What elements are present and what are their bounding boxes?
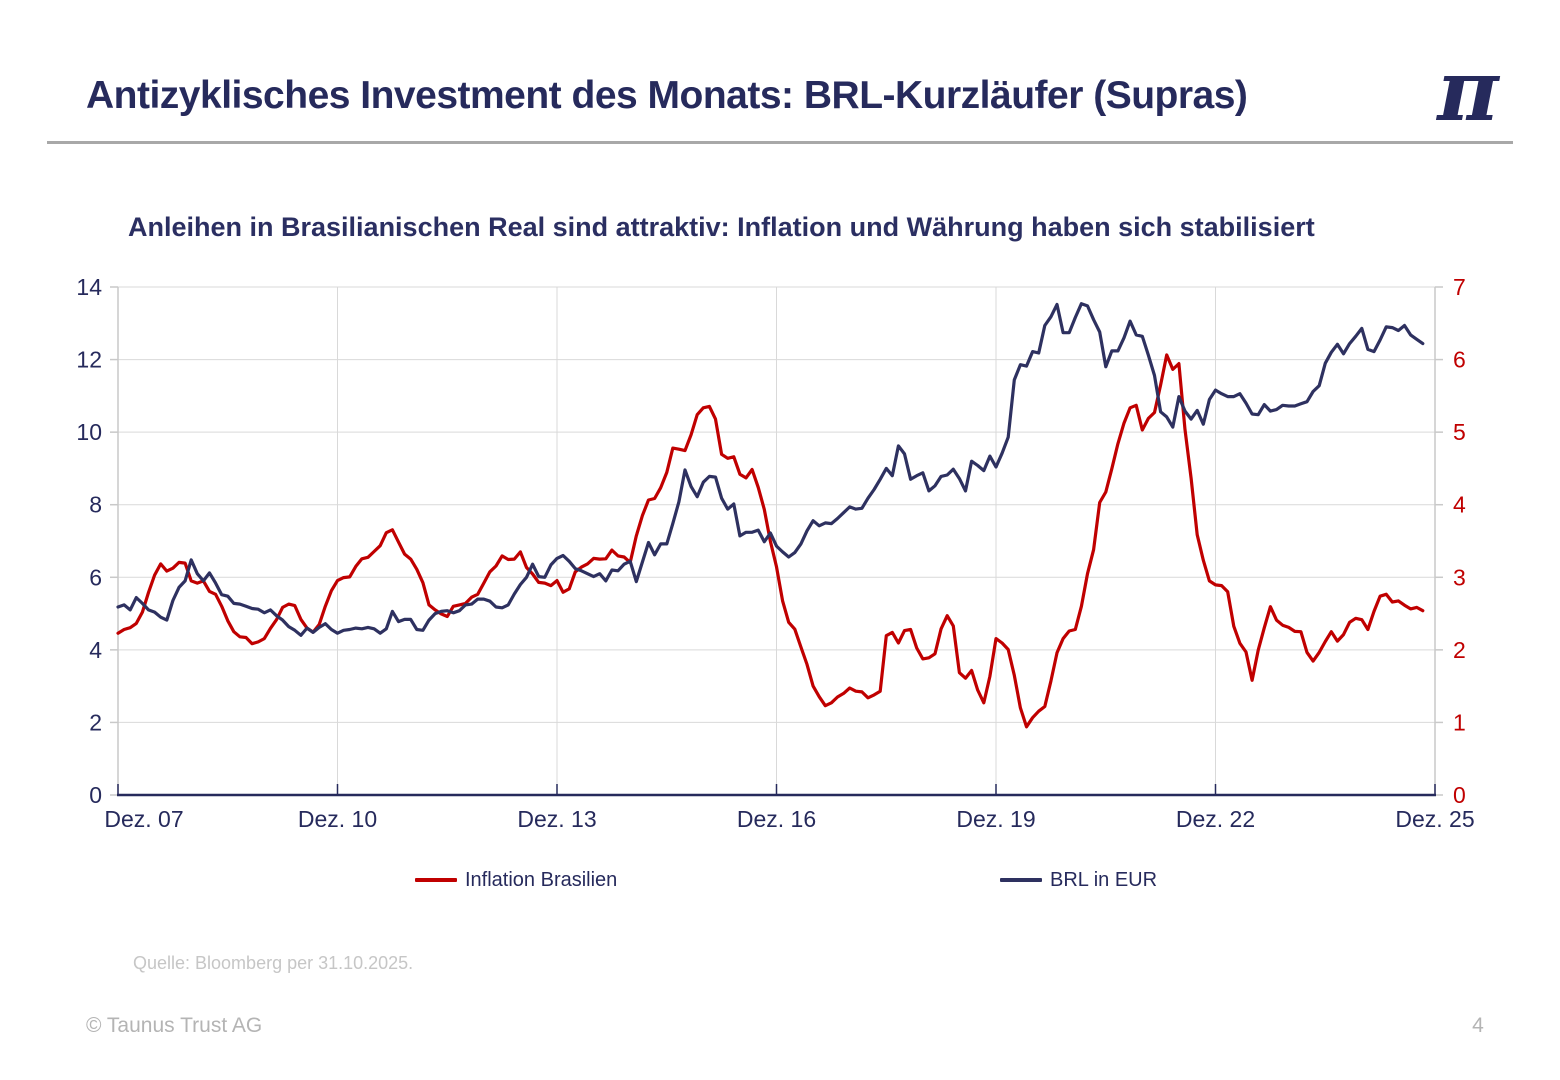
legend-label: BRL in EUR [1050, 868, 1158, 891]
svg-text:12: 12 [76, 347, 102, 373]
svg-text:0: 0 [1453, 782, 1466, 808]
svg-text:Dez. 07: Dez. 07 [104, 806, 183, 832]
svg-text:Dez. 10: Dez. 10 [298, 806, 377, 832]
svg-text:2: 2 [89, 709, 102, 735]
svg-text:Dez. 16: Dez. 16 [737, 806, 816, 832]
svg-text:4: 4 [1453, 492, 1466, 518]
svg-text:6: 6 [1453, 347, 1466, 373]
source-note: Quelle: Bloomberg per 31.10.2025. [133, 953, 414, 973]
page-title: Antizyklisches Investment des Monats: BR… [86, 74, 1248, 117]
svg-text:Dez. 25: Dez. 25 [1395, 806, 1474, 832]
legend-line-swatch-navy [1000, 878, 1042, 882]
svg-text:0: 0 [89, 782, 102, 808]
svg-text:14: 14 [76, 274, 102, 300]
svg-text:1: 1 [1453, 709, 1466, 735]
chart-legend: Inflation Brasilien BRL in EUR [0, 866, 1560, 896]
legend-item-inflation-brasilien: Inflation Brasilien [415, 866, 617, 894]
page-number: 4 [1472, 1014, 1484, 1037]
svg-text:3: 3 [1453, 564, 1466, 590]
svg-text:Dez. 19: Dez. 19 [956, 806, 1035, 832]
svg-text:5: 5 [1453, 419, 1466, 445]
legend-item-brl-in-eur: BRL in EUR [1000, 866, 1157, 894]
svg-text:4: 4 [89, 637, 102, 663]
svg-text:10: 10 [76, 419, 102, 445]
title-divider [47, 141, 1513, 144]
svg-text:8: 8 [89, 492, 102, 518]
chart-headline: Anleihen in Brasilianischen Real sind at… [128, 212, 1315, 242]
svg-text:6: 6 [89, 564, 102, 590]
footer-copyright: © Taunus Trust AG [86, 1014, 263, 1037]
svg-text:7: 7 [1453, 274, 1466, 300]
svg-text:Dez. 13: Dez. 13 [517, 806, 596, 832]
legend-line-swatch-red [415, 878, 457, 882]
legend-label: Inflation Brasilien [465, 868, 618, 891]
svg-text:2: 2 [1453, 637, 1466, 663]
taunus-trust-pi-logo: π [1437, 40, 1499, 140]
svg-text:Dez. 22: Dez. 22 [1176, 806, 1255, 832]
